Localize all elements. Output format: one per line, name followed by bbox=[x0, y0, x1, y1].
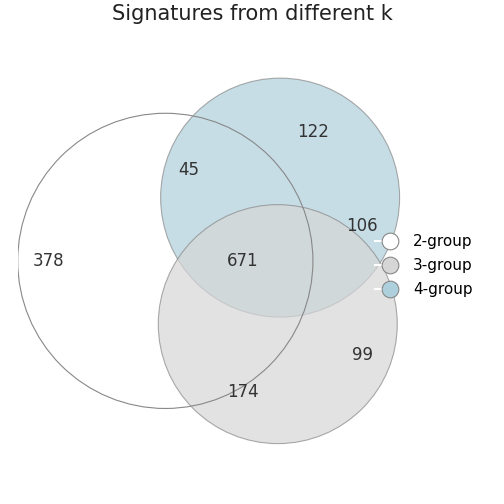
Title: Signatures from different k: Signatures from different k bbox=[111, 4, 393, 24]
Text: 99: 99 bbox=[352, 346, 372, 363]
Text: 378: 378 bbox=[32, 252, 64, 270]
Text: 122: 122 bbox=[297, 123, 329, 141]
Legend: 2-group, 3-group, 4-group: 2-group, 3-group, 4-group bbox=[368, 228, 479, 303]
Circle shape bbox=[158, 205, 397, 444]
Text: 671: 671 bbox=[227, 252, 259, 270]
Circle shape bbox=[161, 78, 400, 317]
Text: 106: 106 bbox=[346, 217, 378, 235]
Text: 174: 174 bbox=[227, 383, 259, 401]
Text: 45: 45 bbox=[178, 160, 199, 178]
